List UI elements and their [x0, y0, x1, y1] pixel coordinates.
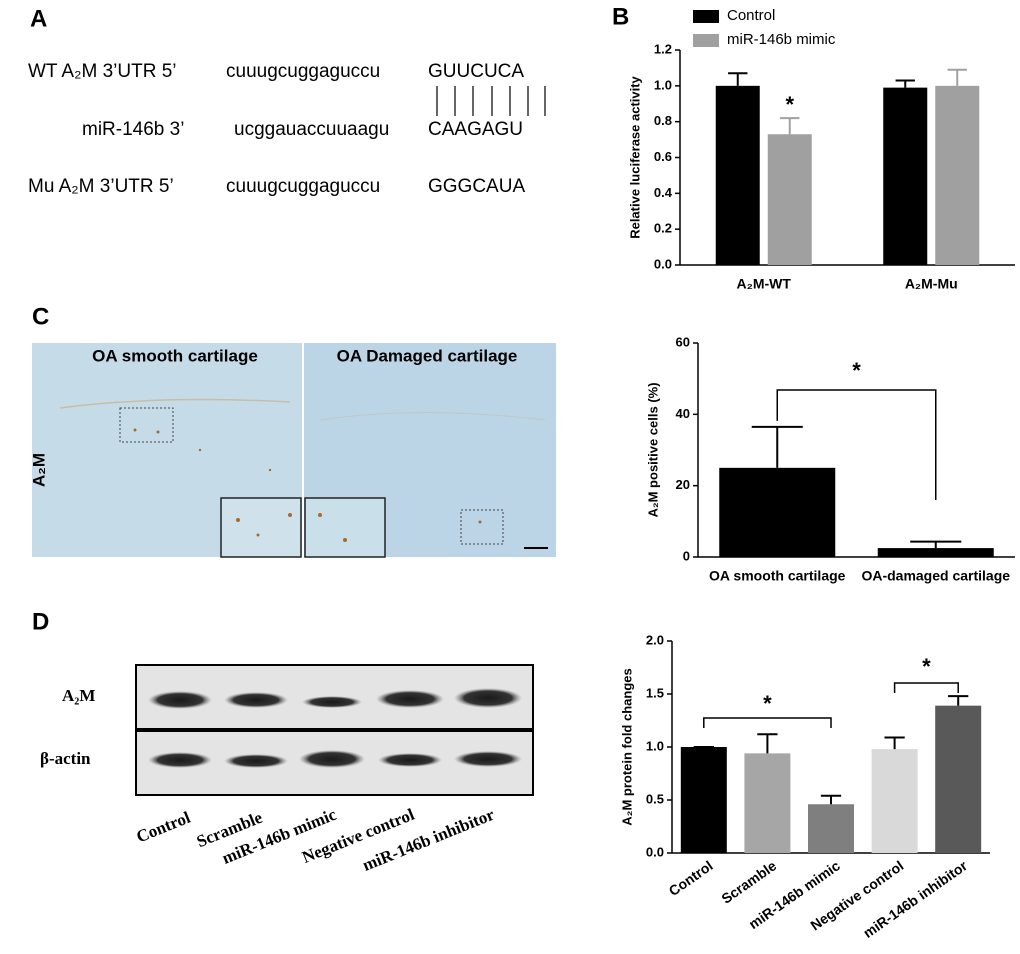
legend-swatch — [693, 10, 719, 23]
x-tick-label: OA smooth cartilage — [709, 568, 846, 584]
error-bar — [780, 117, 800, 135]
lane-label: miR-146b inhibitor — [360, 805, 498, 875]
y-tick-label: 1.5 — [646, 685, 664, 700]
y-tick-label: 0 — [683, 548, 690, 563]
sequence-name: miR-146b 3’ — [82, 119, 184, 140]
y-tick-label: 1.0 — [654, 77, 672, 92]
lane-label: Control — [134, 808, 194, 847]
significance-bracket — [776, 389, 937, 500]
bar — [935, 705, 982, 853]
binding-site: GGGCAUA — [428, 176, 525, 197]
error-bar — [728, 72, 748, 86]
y-tick-label: 20 — [676, 477, 690, 492]
blot-row-label: A₂M — [62, 686, 95, 705]
x-tick-label: A₂M-WT — [737, 276, 792, 292]
y-tick-label: 0.2 — [654, 221, 672, 236]
y-tick-label: 40 — [676, 406, 690, 421]
sequence: ucggauaccuuaagu — [234, 119, 389, 140]
annotation: * — [763, 691, 772, 716]
error-bar — [757, 733, 778, 754]
binding-site: GUUCUCA — [428, 61, 524, 82]
bar — [715, 85, 760, 265]
y-tick-label: 2.0 — [646, 632, 664, 647]
y-tick-label: 0.5 — [646, 791, 664, 806]
binding-site: CAAGAGU — [428, 119, 523, 140]
panel-letter: D — [32, 608, 49, 635]
error-bar — [948, 695, 969, 706]
y-axis-label: A₂M protein fold changes — [619, 668, 634, 825]
sequence-name: Mu A₂M 3’UTR 5’ — [28, 176, 174, 197]
legend-label: Control — [727, 7, 775, 24]
error-bar — [910, 540, 962, 549]
y-axis-label: Relative luciferase activity — [627, 75, 642, 238]
staining-images: OA smooth cartilage OA Damaged cartilage… — [29, 343, 556, 558]
blot-row-label: β-actin — [40, 749, 91, 768]
error-bar — [820, 794, 842, 805]
error-bar — [947, 68, 967, 86]
error-bar — [751, 425, 803, 468]
annotation: * — [785, 92, 794, 117]
x-tick-label: Scramble — [718, 857, 779, 906]
significance-bracket — [703, 717, 832, 728]
y-tick-label: 1.2 — [654, 41, 672, 56]
bar — [744, 753, 791, 853]
y-tick-label: 1.0 — [646, 738, 664, 753]
sequence: cuuugcuggaguccu — [226, 61, 380, 82]
bar — [680, 747, 727, 853]
x-tick-label: A₂M-Mu — [905, 276, 958, 292]
y-tick-label: 0.0 — [654, 256, 672, 271]
error-bar — [884, 736, 905, 750]
x-tick-label: miR-146b inhibitor — [860, 857, 970, 941]
image-title: OA Damaged cartilage — [337, 346, 518, 365]
y-tick-label: 60 — [676, 334, 690, 349]
y-tick-label: 0.0 — [646, 844, 664, 859]
bar — [935, 85, 980, 265]
bar — [767, 134, 812, 265]
y-tick-label: 0.4 — [654, 185, 673, 200]
panel-letter: A — [30, 5, 47, 32]
y-axis-label: A₂M positive cells (%) — [645, 382, 660, 517]
bar — [883, 87, 928, 265]
base-pairing — [436, 86, 546, 116]
legend-swatch — [693, 34, 719, 47]
bar — [719, 467, 836, 557]
annotation: * — [922, 654, 931, 679]
legend-label: miR-146b mimic — [727, 31, 836, 48]
error-bar — [895, 79, 915, 88]
y-tick-label: 0.8 — [654, 113, 672, 128]
sequence: cuuugcuggaguccu — [226, 176, 380, 197]
x-tick-label: OA-damaged cartilage — [861, 568, 1010, 584]
row-label: A₂M — [29, 453, 48, 487]
significance-bracket — [893, 682, 959, 693]
western-blot: A₂M β-actin Control Scramble miR-146b mi… — [40, 664, 534, 875]
panel-letter: B — [612, 3, 629, 30]
bar — [877, 548, 994, 557]
sequence-alignment: WT A₂M 3’UTR 5’ cuuugcuggaguccu GUUCUCA … — [28, 61, 546, 197]
annotation: * — [852, 358, 861, 383]
x-tick-label: Control — [666, 857, 716, 899]
y-tick-label: 0.6 — [654, 149, 672, 164]
image-title: OA smooth cartilage — [92, 346, 258, 365]
panel-letter: C — [32, 303, 49, 330]
bar — [808, 804, 854, 853]
bar — [871, 749, 918, 853]
sequence-name: WT A₂M 3’UTR 5’ — [28, 61, 176, 82]
